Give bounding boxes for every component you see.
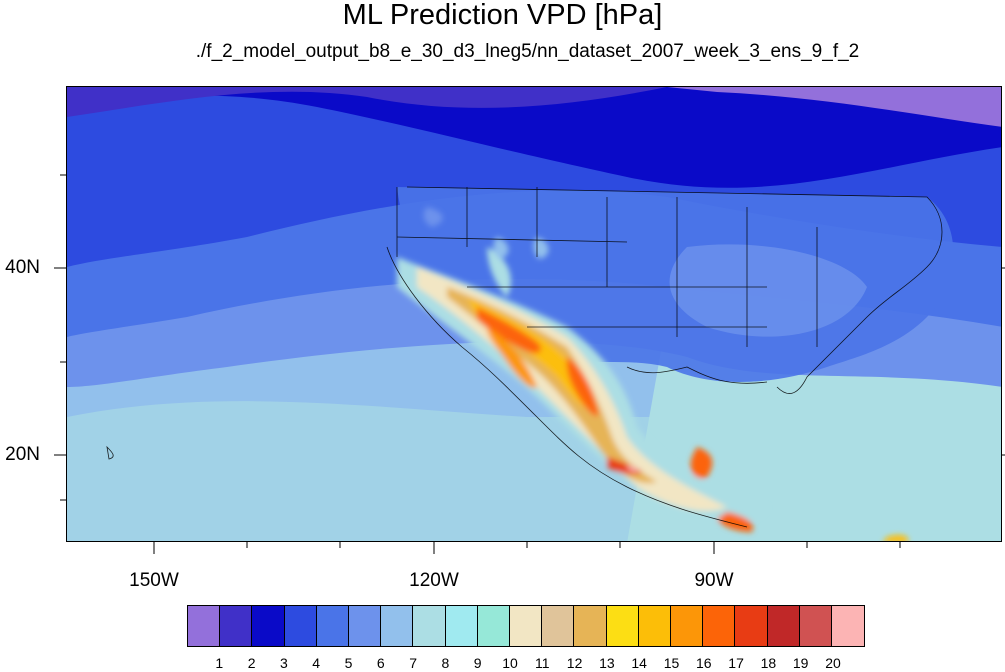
- colorbar-label: 3: [279, 655, 288, 671]
- colorbar-swatch: [767, 606, 800, 646]
- lat-tick-label: 40N: [5, 257, 40, 278]
- colorbar-label: 15: [663, 655, 680, 671]
- plot-subtitle: ./f_2_model_output_b8_e_30_d3_lneg5/nn_d…: [195, 41, 860, 62]
- lon-tick-label: 90W: [694, 570, 734, 591]
- colorbar-swatch: [316, 606, 350, 646]
- colorbar-label: 19: [792, 655, 809, 671]
- plot-title: ML Prediction VPD [hPa]: [342, 0, 663, 31]
- colorbar: [187, 605, 866, 647]
- colorbar-label: 20: [825, 655, 841, 671]
- colorbar-swatch: [542, 606, 575, 646]
- colorbar-label: 1: [215, 655, 224, 671]
- colorbar-label: 4: [312, 655, 321, 671]
- colorbar-label: 14: [631, 655, 647, 671]
- colorbar-label: 16: [696, 655, 712, 671]
- colorbar-label: 2: [247, 655, 256, 671]
- colorbar-label: 11: [535, 655, 550, 671]
- colorbar-label: 8: [441, 655, 450, 671]
- colorbar-swatch: [606, 606, 639, 646]
- colorbar-swatch: [477, 606, 511, 646]
- colorbar-swatch: [381, 606, 414, 646]
- colorbar-swatch: [735, 606, 768, 646]
- vpd-field-map: [67, 87, 1001, 541]
- colorbar-swatch: [703, 606, 736, 646]
- colorbar-label: 9: [473, 655, 482, 671]
- colorbar-label: 13: [599, 655, 615, 671]
- colorbar-label: 10: [502, 655, 518, 671]
- lon-tick-label: 120W: [409, 570, 459, 591]
- colorbar-swatch: [510, 606, 543, 646]
- lon-tick-label: 150W: [129, 570, 179, 591]
- colorbar-swatch: [832, 606, 865, 646]
- colorbar-label: 18: [760, 655, 777, 671]
- colorbar-label: 6: [376, 655, 385, 671]
- colorbar-swatch: [349, 606, 382, 646]
- colorbar-swatch: [220, 606, 253, 646]
- colorbar-swatch: [671, 606, 704, 646]
- colorbar-swatch: [252, 606, 285, 646]
- colorbar-swatch: [574, 606, 607, 646]
- colorbar-label: 17: [728, 655, 744, 671]
- colorbar-swatch: [799, 606, 833, 646]
- colorbar-label: 7: [409, 655, 417, 671]
- map-panel: [66, 86, 1002, 542]
- colorbar-swatch: [188, 606, 221, 646]
- colorbar-swatch: [413, 606, 446, 646]
- colorbar-swatch: [638, 606, 672, 646]
- colorbar-swatch: [284, 606, 317, 646]
- lat-tick-label: 20N: [5, 444, 40, 465]
- colorbar-swatch: [445, 606, 478, 646]
- colorbar-label: 12: [566, 655, 583, 671]
- colorbar-label: 5: [344, 655, 353, 671]
